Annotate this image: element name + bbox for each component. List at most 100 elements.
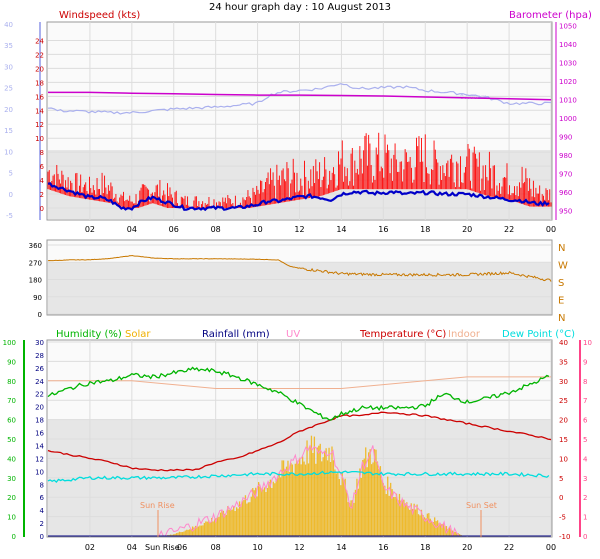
- y-tick-uv: 2: [583, 494, 587, 502]
- y-tick-rain: 0: [40, 533, 44, 541]
- x-tick-label: 02: [85, 225, 95, 234]
- y-tick-uv: 0: [583, 533, 587, 541]
- y-tick-rain: 26: [35, 365, 44, 373]
- x-tick-label: 18: [420, 225, 430, 234]
- x-tick-label: 16: [378, 225, 388, 234]
- sunset-label: Sun Set: [466, 501, 497, 510]
- y-tick-hpa: 1050: [559, 23, 577, 31]
- y-tick-kts: 10: [35, 135, 44, 143]
- temperature-line: [47, 411, 552, 472]
- y-tick-kts: 24: [35, 37, 44, 45]
- y-tick-dir: 270: [29, 259, 42, 267]
- y-tick-rain: 12: [35, 455, 44, 463]
- y-tick-rain: 14: [35, 442, 44, 450]
- x-tick-label: 04: [127, 225, 137, 234]
- x-tick-label: 12: [294, 543, 304, 552]
- y-tick-uv: 8: [583, 378, 587, 386]
- wind-panel: Windspeed (kts) Barometer (hpa) 07:00am …: [4, 10, 592, 234]
- y-tick-kts: 8: [40, 149, 44, 157]
- y-tick-temp: 25: [559, 397, 568, 405]
- y-tick-rain: 10: [35, 468, 44, 476]
- y-tick-outer: 35: [4, 42, 13, 50]
- y-tick-uv: 3: [583, 475, 587, 483]
- x-tick-label: 08: [211, 543, 221, 552]
- y-tick-temp: 35: [559, 358, 568, 366]
- y-tick-uv: 10: [583, 339, 592, 347]
- y-tick-hpa: 960: [559, 189, 572, 197]
- y-tick-humidity: 30: [7, 475, 16, 483]
- x-tick-label: 10: [252, 225, 262, 234]
- uv-title: UV: [286, 329, 300, 340]
- y-tick-uv: 4: [583, 455, 588, 463]
- y-tick-outer: 20: [4, 106, 13, 114]
- barometer-line: [48, 91, 552, 101]
- y-tick-kts: 22: [35, 51, 44, 59]
- y-tick-kts: 20: [35, 65, 44, 73]
- y-tick-outer: 40: [4, 21, 13, 29]
- y-tick-uv: 9: [583, 358, 587, 366]
- y-tick-outer: 5: [9, 170, 13, 178]
- chart-title: 24 hour graph day : 10 August 2013: [209, 2, 391, 13]
- y-tick-humidity: 80: [7, 378, 16, 386]
- y-tick-rain: 6: [40, 494, 45, 502]
- y-tick-outer: 10: [4, 148, 13, 156]
- y-tick-rain: 28: [35, 352, 44, 360]
- x-tick-label: 20: [462, 225, 472, 234]
- y-tick-uv: 7: [583, 397, 587, 405]
- compass-label: E: [558, 296, 564, 307]
- x-tick-label: 06: [169, 225, 179, 234]
- y-tick-kts: 0: [40, 205, 44, 213]
- y-tick-humidity: 20: [7, 494, 16, 502]
- y-tick-temp: 0: [559, 494, 563, 502]
- x-tick-label: 00: [546, 543, 556, 552]
- y-tick-uv: 1: [583, 514, 587, 522]
- dewpoint-title: Dew Point (°C): [502, 329, 575, 340]
- dewpoint-line: [47, 470, 550, 484]
- y-tick-hpa: 950: [559, 208, 572, 216]
- y-tick-humidity: 60: [7, 417, 16, 425]
- y-tick-temp: 40: [559, 339, 568, 347]
- y-tick-temp: 20: [559, 417, 568, 425]
- y-tick-humidity: 90: [7, 358, 16, 366]
- y-tick-rain: 30: [35, 339, 44, 347]
- y-tick-uv: 5: [583, 436, 587, 444]
- x-tick-label: 04: [127, 543, 137, 552]
- y-tick-humidity: 50: [7, 436, 16, 444]
- y-tick-temp: 10: [559, 455, 568, 463]
- x-tick-06: 06: [177, 543, 187, 552]
- y-tick-rain: 16: [35, 430, 44, 438]
- x-tick-label: 14: [336, 225, 346, 234]
- windspeed-title: Windspeed (kts): [59, 10, 140, 21]
- x-tick-label: 10: [252, 543, 262, 552]
- compass-label: N: [558, 243, 565, 254]
- compass-label: N: [558, 313, 565, 324]
- indoor-title: Indoor: [448, 329, 481, 340]
- sunrise-label: Sun Rise: [140, 501, 175, 510]
- y-tick-rain: 22: [35, 391, 44, 399]
- y-tick-humidity: 70: [7, 397, 16, 405]
- x-tick-label: 14: [336, 543, 346, 552]
- y-tick-kts: 16: [35, 93, 44, 101]
- temperature-title: Temperature (°C): [359, 329, 446, 340]
- x-tick-label: 02: [85, 543, 95, 552]
- humidity-title: Humidity (%): [56, 329, 122, 340]
- x-tick-label: 20: [462, 543, 472, 552]
- y-tick-rain: 18: [35, 417, 44, 425]
- y-tick-rain: 4: [40, 507, 45, 515]
- y-tick-temp: 15: [559, 436, 568, 444]
- y-tick-dir: 180: [29, 277, 42, 285]
- x-tick-label: 18: [420, 543, 430, 552]
- y-tick-outer: 15: [4, 127, 13, 135]
- y-tick-dir: 0: [38, 311, 42, 319]
- y-tick-rain: 20: [35, 404, 44, 412]
- y-tick-humidity: 40: [7, 455, 16, 463]
- x-tick-label: 08: [211, 225, 221, 234]
- x-tick-label: 16: [378, 543, 388, 552]
- avg-wind-line: [47, 182, 550, 212]
- y-tick-outer: -5: [6, 212, 13, 220]
- barometer-title: Barometer (hpa): [509, 10, 592, 21]
- y-tick-temp: 5: [559, 475, 563, 483]
- y-tick-hpa: 970: [559, 171, 572, 179]
